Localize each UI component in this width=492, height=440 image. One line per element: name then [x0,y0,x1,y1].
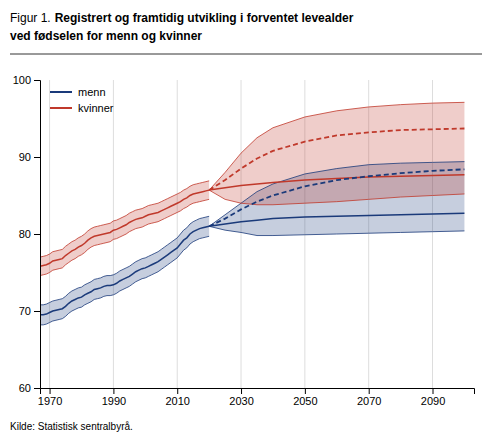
tick-mark [305,388,306,394]
marks [40,102,464,325]
axis-line [41,389,475,395]
tick-label: 1990 [102,395,126,407]
tick-label: 2030 [229,395,253,407]
legend-label: kvinner [78,102,114,114]
tick-label: 90 [19,151,31,163]
tick-mark [241,388,242,394]
title-separator [10,54,482,55]
band [40,181,209,276]
tick-mark [433,388,434,394]
line [40,190,209,266]
tick-label: 2070 [357,395,381,407]
tick-label: 2090 [421,395,445,407]
band-edge [40,216,209,305]
tick: 2070 [357,388,381,407]
line [209,129,464,191]
title-line: Registrert og framtidig utvikling i forv… [55,11,354,25]
tick-mark [113,388,114,394]
tick: 2090 [421,388,445,407]
tick-label: 2050 [293,395,317,407]
band-edge [209,162,464,227]
legend-swatch [50,107,72,109]
tick-mark [34,311,40,312]
tick-mark [50,388,51,394]
tick: 70 [19,305,40,317]
legend-label: menn [78,86,106,98]
line [209,175,464,190]
tick-mark [34,80,40,81]
line [209,213,464,226]
tick: 90 [19,151,40,163]
source: Kilde: Statistisk sentralbyrå. [10,421,133,432]
band-edge [40,181,209,257]
tick: 80 [19,228,40,240]
legend-swatch [50,91,72,93]
tick: 1970 [38,388,62,407]
x-axis: 1970 1990 2010 2030 2050 2070 2090 [38,388,475,407]
tick: 2010 [165,388,189,407]
tick-mark [177,388,178,394]
title-line: ved fødselen for menn og kvinner [10,29,202,43]
tick: 2050 [293,388,317,407]
tick-mark [34,234,40,235]
band-edge [40,236,209,325]
title: Figur 1. Registrert og framtidig utviklin… [10,11,354,25]
grid-line [177,80,178,388]
tick-label: 60 [19,382,31,394]
tick-mark [34,388,40,389]
tick: 1990 [102,388,126,407]
axis-line [34,81,41,389]
line [40,226,209,315]
legend: menn kvinner [50,86,114,114]
tick-label: 80 [19,228,31,240]
band-edge [40,199,209,275]
band [209,102,464,204]
grid-line [49,80,50,388]
grid-line [241,80,242,388]
tick-label: 1970 [38,395,62,407]
band-edge [209,190,464,205]
title-prefix: Figur 1. [10,11,51,25]
tick-mark [369,388,370,394]
chart: Figur 1. Registrert og framtidig utviklin… [0,0,492,440]
tick-label: 100 [13,74,31,86]
tick-label: 70 [19,305,31,317]
line [209,169,464,226]
band-edge [209,102,464,190]
tick-mark [34,157,40,158]
tick: 2030 [229,388,253,407]
band-edge [209,226,464,235]
tick: 100 [13,74,40,86]
tick: 60 [19,382,40,394]
tick-label: 2010 [165,395,189,407]
y-axis: 60 70 80 90 100 [13,74,41,394]
plot: 1970 1990 2010 2030 2050 2070 2090 60 70 80 90 100 m… [13,74,475,407]
